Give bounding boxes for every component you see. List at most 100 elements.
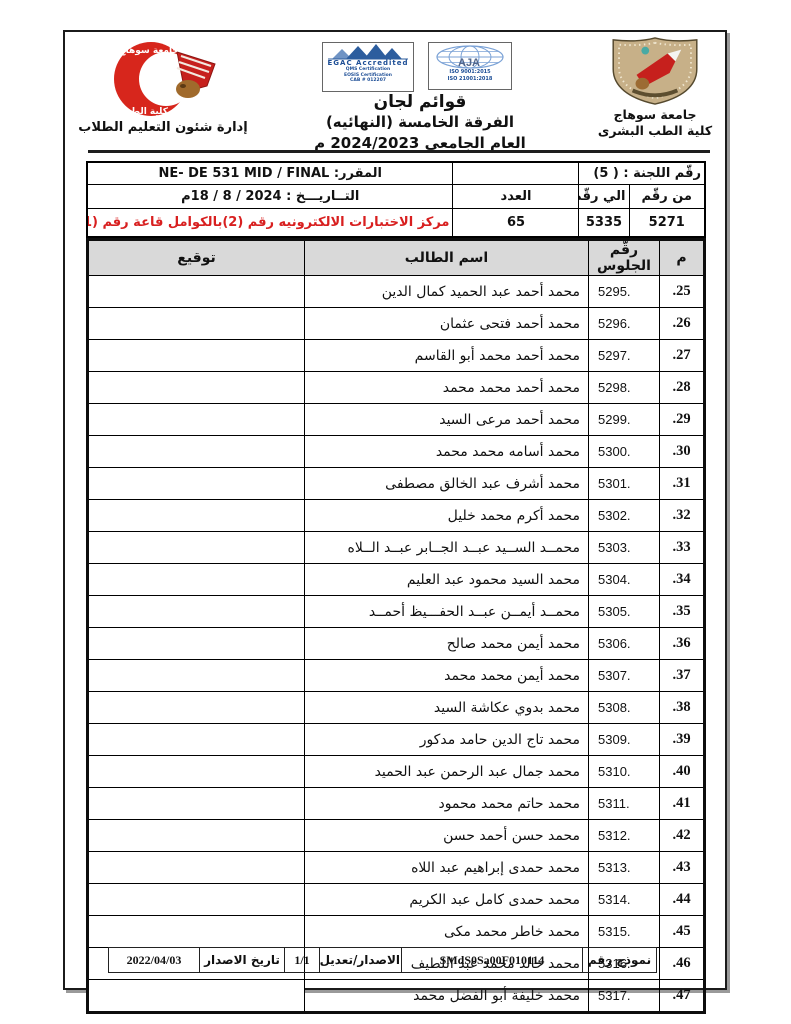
- crescent-top-text: جامعة سوهاج: [119, 46, 179, 56]
- signature-cell: [87, 531, 305, 564]
- serial-number-cell: .35: [659, 595, 705, 628]
- seat-number-cell: 5315.: [588, 915, 660, 948]
- seat-number-cell: 5311.: [588, 787, 660, 820]
- seat-number-cell: 5314.: [588, 883, 660, 916]
- signature-cell: [87, 563, 305, 596]
- student-row: .28 5298. محمد أحمد محمد محمد: [87, 371, 705, 404]
- seat-number-cell: 5317.: [588, 979, 660, 1013]
- egac-cert-line2: EOSIS Certification: [344, 72, 392, 78]
- student-row: .26 5296. محمد أحمد فتحى عثمان: [87, 307, 705, 340]
- shield-icon: [612, 37, 698, 105]
- student-row: .25 5295. محمد أحمد عبد الحميد كمال الدي…: [87, 275, 705, 308]
- student-name-cell: محمد بدوي عكاشة السيد: [304, 691, 589, 724]
- serial-number-cell: .44: [659, 883, 705, 916]
- signature-cell: [87, 307, 305, 340]
- student-name-cell: محمد أحمد عبد الحميد كمال الدين: [304, 275, 589, 308]
- student-table-header-row: م رقّم الجلوس اسم الطالب توقيع: [87, 239, 705, 276]
- university-shield-logo: [608, 36, 702, 106]
- seat-number-cell: 5301.: [588, 467, 660, 500]
- student-name-cell: محمد أحمد محمد محمد: [304, 371, 589, 404]
- egac-cert-line3: CAB # 012207: [350, 78, 386, 84]
- serial-number-cell: .45: [659, 915, 705, 948]
- student-name-cell: محمد خليفة أبو الفضل محمد: [304, 979, 589, 1013]
- student-row: .38 5308. محمد بدوي عكاشة السيد: [87, 691, 705, 724]
- seat-number-cell: 5308.: [588, 691, 660, 724]
- signature-cell: [87, 915, 305, 948]
- serial-number-cell: .33: [659, 531, 705, 564]
- seat-number-cell: 5313.: [588, 851, 660, 884]
- student-row: .32 5302. محمد أكرم محمد خليل: [87, 499, 705, 532]
- aja-iso-line1: ISO 9001:2015: [449, 69, 491, 75]
- form-number-label: نموذج رقم: [582, 947, 657, 973]
- form-footer-row: نموذج رقم SMdS0Sa00F010114 الاصدار/تعديل…: [108, 947, 657, 973]
- issue-date-label: تاريخ الاصدار: [199, 947, 285, 973]
- student-name-cell: محمد تاج الدين حامد مدكور: [304, 723, 589, 756]
- signature-cell: [87, 787, 305, 820]
- serial-number-cell: .38: [659, 691, 705, 724]
- serial-number-cell: .25: [659, 275, 705, 308]
- student-row: .47 5317. محمد خليفة أبو الفضل محمد: [87, 979, 705, 1013]
- student-row: .41 5311. محمد حاتم محمد محمود: [87, 787, 705, 820]
- info-row-1: رقّم اللجنة : ( 5) المقرر: NE- DE 531 MI…: [86, 161, 706, 185]
- seat-number-cell: 5303.: [588, 531, 660, 564]
- student-row: .39 5309. محمد تاج الدين حامد مدكور: [87, 723, 705, 756]
- student-name-cell: محمد حاتم محمد محمود: [304, 787, 589, 820]
- student-table-body: .25 5295. محمد أحمد عبد الحميد كمال الدي…: [87, 275, 705, 1013]
- issue-revision-value: 1/1: [284, 947, 320, 973]
- student-affairs-label: إدارة شئون التعليم الطلاب: [78, 120, 248, 135]
- committee-number: رقّم اللجنة : ( 5): [578, 161, 706, 185]
- student-row: .42 5312. محمد حسن أحمد حسن: [87, 819, 705, 852]
- serial-number-cell: .41: [659, 787, 705, 820]
- egac-name: EGAC: [327, 59, 353, 67]
- col-header-seat-number: رقّم الجلوس: [588, 239, 660, 276]
- signature-cell: [87, 627, 305, 660]
- student-row: .30 5300. محمد أسامه محمد محمد: [87, 435, 705, 468]
- serial-number-cell: .46: [659, 947, 705, 980]
- serial-number-cell: .37: [659, 659, 705, 692]
- seat-number-cell: 5310.: [588, 755, 660, 788]
- egac-accreditation-logo: EGAC Accredited QMS Certification EOSIS …: [322, 42, 414, 92]
- exam-location: مركز الاختبارات الالكترونيه رقم (2)بالكو…: [86, 208, 454, 238]
- from-number-label: من رقّم: [628, 184, 706, 209]
- egac-mountains-icon: [328, 44, 408, 60]
- student-name-cell: محمد أيمن محمد محمد: [304, 659, 589, 692]
- crescent-bottom-text: كلية الطب: [122, 107, 169, 117]
- student-row: .40 5310. محمد جمال عبد الرحمن عبد الحمي…: [87, 755, 705, 788]
- student-name-cell: محمد أشرف عبد الخالق مصطفى: [304, 467, 589, 500]
- serial-number-cell: .28: [659, 371, 705, 404]
- student-name-cell: محمد أكرم محمد خليل: [304, 499, 589, 532]
- crescent-icon: جامعة سوهاج كلية الطب: [114, 42, 216, 117]
- seat-number-cell: 5298.: [588, 371, 660, 404]
- aja-iso-line2: ISO 21001:2018: [447, 75, 493, 82]
- serial-number-cell: .29: [659, 403, 705, 436]
- seat-number-cell: 5302.: [588, 499, 660, 532]
- faculty-name: كلية الطب البشرى: [597, 122, 713, 138]
- serial-number-cell: .34: [659, 563, 705, 596]
- signature-cell: [87, 819, 305, 852]
- serial-number-cell: .42: [659, 819, 705, 852]
- title-academic-year: العام الجامعي 2024/2023 م: [314, 133, 526, 152]
- exam-info-table: رقّم اللجنة : ( 5) المقرر: NE- DE 531 MI…: [86, 161, 706, 238]
- info-empty-cell: [452, 161, 580, 185]
- serial-number-cell: .47: [659, 979, 705, 1013]
- signature-cell: [87, 339, 305, 372]
- signature-cell: [87, 499, 305, 532]
- seat-number-cell: 5309.: [588, 723, 660, 756]
- student-table: م رقّم الجلوس اسم الطالب توقيع .25 5295.…: [86, 238, 706, 1014]
- signature-cell: [87, 979, 305, 1013]
- faculty-crescent-logo: جامعة سوهاج كلية الطب: [93, 40, 235, 118]
- student-name-cell: محمد خاطر محمد مكى: [304, 915, 589, 948]
- student-row: .35 5305. محمــد أيمــن عبــد الحفـــيظ …: [87, 595, 705, 628]
- seat-number-cell: 5312.: [588, 819, 660, 852]
- serial-number-cell: .40: [659, 755, 705, 788]
- seat-number-cell: 5305.: [588, 595, 660, 628]
- serial-number-cell: .39: [659, 723, 705, 756]
- form-footer-table: نموذج رقم SMdS0Sa00F010114 الاصدار/تعديل…: [108, 947, 657, 973]
- title-grade: الفرقة الخامسة (النهائيه): [325, 113, 515, 132]
- signature-cell: [87, 403, 305, 436]
- student-name-cell: محمد أسامه محمد محمد: [304, 435, 589, 468]
- serial-number-cell: .31: [659, 467, 705, 500]
- serial-number-cell: .26: [659, 307, 705, 340]
- signature-cell: [87, 371, 305, 404]
